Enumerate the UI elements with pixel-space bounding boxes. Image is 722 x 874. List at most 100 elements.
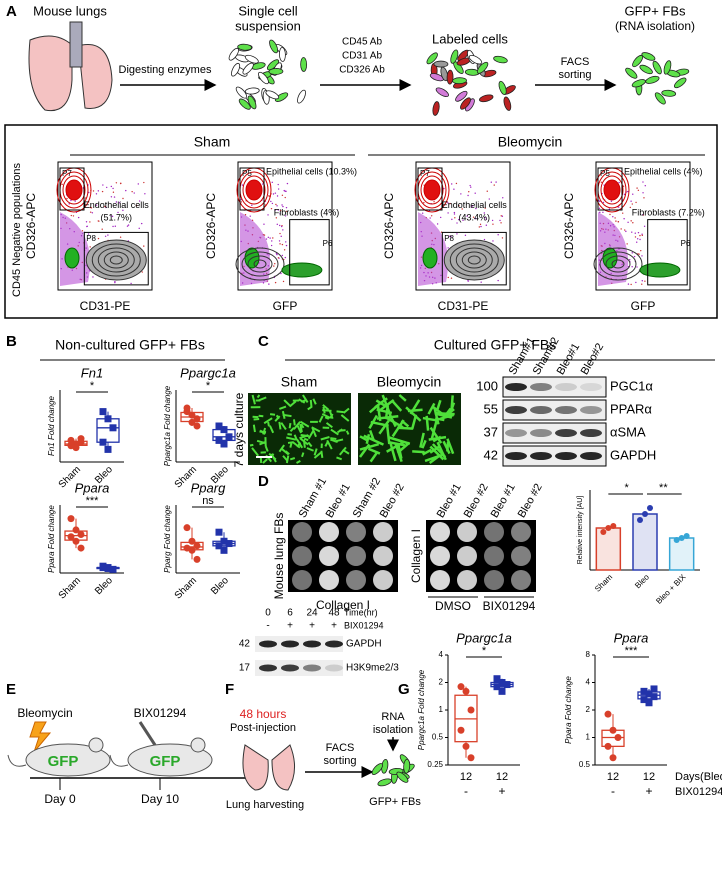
label: FACS — [326, 742, 355, 754]
event — [262, 183, 264, 185]
point — [220, 537, 228, 545]
event — [447, 276, 449, 279]
cell — [318, 415, 324, 423]
event — [492, 240, 494, 242]
dot — [484, 570, 504, 590]
event — [602, 201, 605, 204]
dot — [457, 570, 477, 590]
contour — [245, 179, 263, 201]
cell — [400, 419, 410, 428]
cell — [231, 62, 241, 77]
event — [113, 196, 116, 198]
point — [462, 742, 470, 750]
cell — [385, 423, 391, 445]
cell — [661, 89, 677, 97]
cell — [645, 75, 660, 84]
y-tick-label: 8 — [586, 650, 591, 659]
point — [193, 422, 201, 430]
label: RNA — [381, 711, 405, 723]
point — [610, 523, 617, 529]
cell — [326, 439, 333, 450]
event — [70, 199, 72, 202]
event — [474, 217, 477, 220]
event — [484, 216, 486, 219]
event — [106, 186, 108, 189]
cell — [479, 94, 494, 103]
band — [580, 452, 602, 460]
cell — [320, 450, 324, 459]
label: CD31 Ab — [342, 51, 382, 62]
event — [451, 218, 453, 221]
event — [267, 214, 269, 216]
event — [277, 209, 280, 211]
event — [81, 230, 84, 232]
point — [503, 681, 511, 689]
event — [271, 181, 273, 184]
cell — [419, 432, 425, 448]
cell — [476, 61, 489, 74]
event — [623, 229, 626, 231]
point — [193, 415, 201, 423]
cell — [274, 415, 281, 422]
dot — [373, 522, 393, 542]
point — [220, 546, 228, 554]
event — [130, 282, 132, 285]
event — [281, 243, 284, 246]
y-axis-label: Ppara Fold change — [564, 676, 573, 744]
x-tick-label: - — [464, 784, 468, 798]
cell — [244, 87, 260, 95]
x-tick-label: - — [611, 784, 615, 798]
cell — [228, 47, 239, 61]
label: P7 — [62, 169, 72, 178]
label: P6 — [323, 239, 333, 248]
event — [285, 206, 288, 209]
cell — [320, 436, 330, 441]
cell — [265, 90, 280, 100]
point — [498, 679, 506, 686]
event — [89, 206, 91, 209]
event — [644, 280, 646, 282]
event — [493, 184, 495, 186]
chart-title: Ppargc1a — [456, 630, 512, 645]
event — [599, 211, 601, 214]
label: BIX01294 — [344, 620, 384, 630]
point — [193, 542, 201, 550]
event — [251, 204, 253, 206]
dot — [511, 522, 531, 542]
event — [456, 222, 458, 224]
label: Bleo #2 — [378, 482, 407, 520]
contour — [423, 179, 441, 201]
label: P7 — [420, 169, 430, 178]
event — [623, 218, 625, 220]
cell — [330, 428, 339, 436]
event — [620, 228, 622, 230]
cell — [432, 101, 440, 116]
event — [501, 237, 504, 239]
event — [458, 218, 460, 221]
event — [118, 202, 121, 204]
cell — [259, 440, 267, 446]
cell — [336, 456, 343, 461]
event — [600, 181, 603, 183]
point — [215, 422, 223, 430]
event — [484, 207, 486, 209]
contour — [62, 175, 86, 205]
label: CD45 Ab — [342, 37, 382, 48]
point — [99, 438, 107, 446]
point — [183, 524, 191, 532]
label: Fibroblasts (7.2%) — [632, 208, 705, 218]
cell — [237, 43, 253, 51]
point — [637, 517, 643, 523]
band — [325, 664, 343, 672]
event — [127, 224, 130, 226]
x-tick-label: 12 — [643, 771, 655, 783]
x-tick-label: Bleo — [633, 572, 651, 590]
label: GFP — [273, 299, 298, 313]
event — [122, 197, 124, 200]
cell — [311, 427, 317, 438]
cell — [269, 39, 279, 54]
event — [634, 236, 637, 238]
event — [267, 236, 270, 239]
event — [89, 246, 91, 248]
y-axis-label: Ppargc1a Fold change — [417, 669, 426, 750]
